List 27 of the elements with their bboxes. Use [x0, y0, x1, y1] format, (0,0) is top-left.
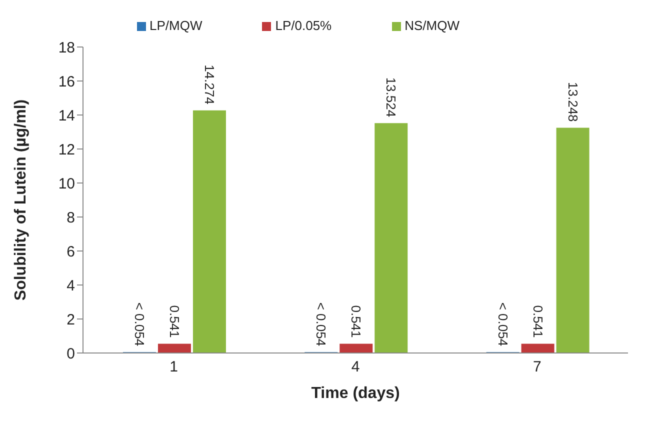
y-tick-label: 0	[66, 345, 75, 362]
data-label: 0.541	[530, 305, 546, 338]
x-axis-title: Time (days)	[311, 385, 400, 402]
y-tick-label: 10	[58, 175, 75, 192]
y-tick-label: 12	[58, 141, 75, 158]
data-label: < 0.054	[314, 302, 329, 346]
y-tick-label: 18	[58, 39, 75, 56]
data-label: 13.524	[384, 77, 399, 118]
data-label: < 0.054	[132, 302, 147, 346]
x-tick-label: 1	[170, 358, 178, 376]
data-label: 14.274	[202, 64, 217, 104]
y-tick-label: 6	[66, 243, 75, 260]
data-label: 0.541	[348, 305, 364, 338]
data-label: 0.541	[166, 305, 182, 338]
x-tick-label: 4	[351, 358, 360, 376]
y-tick-label: 14	[58, 107, 75, 124]
legend-label: NS/MQW	[404, 18, 460, 33]
legend-label: LP/0.05%	[275, 18, 332, 33]
y-tick-label: 2	[66, 311, 75, 328]
legend-label: LP/MQW	[150, 18, 202, 33]
y-tick-label: 4	[66, 277, 75, 294]
y-tick-label: 16	[58, 73, 75, 90]
y-axis-title: Solubility of Lutein (µg/ml)	[12, 99, 30, 301]
y-tick-label: 8	[66, 209, 75, 226]
x-tick-label: 7	[532, 358, 542, 376]
data-label: 13.248	[565, 82, 580, 122]
data-label: < 0.054	[495, 302, 510, 346]
